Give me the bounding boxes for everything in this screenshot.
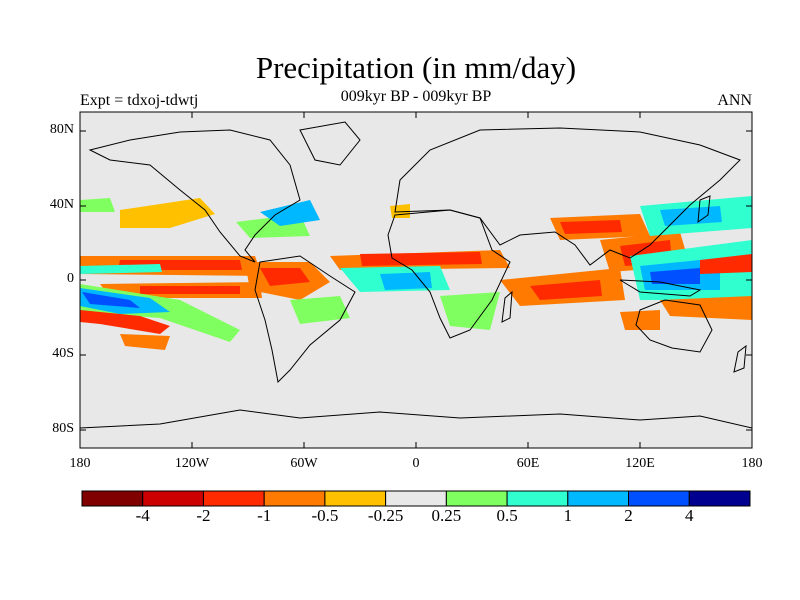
lon-label-0: 0 bbox=[412, 456, 420, 471]
lon-label-60w: 60W bbox=[290, 456, 318, 471]
colorbar-label: 2 bbox=[624, 506, 633, 525]
colorbar-swatch bbox=[81, 490, 144, 507]
colorbar-swatch bbox=[142, 490, 204, 507]
axis-ticks bbox=[80, 112, 752, 448]
figure-title: Precipitation (in mm/day) bbox=[255, 50, 577, 85]
coast-south-america bbox=[254, 255, 356, 384]
colorbar-label: 4 bbox=[685, 506, 694, 525]
field-amazon-core bbox=[260, 268, 310, 286]
field-spac-dry bbox=[80, 310, 170, 334]
lon-label-120w: 120W bbox=[174, 456, 210, 471]
colorbar-label: 0.25 bbox=[431, 506, 462, 525]
coast-north-america bbox=[88, 129, 301, 263]
figure-subtitle: 009kyr BP - 009kyr BP bbox=[340, 88, 492, 105]
field-s-africa bbox=[440, 292, 500, 330]
colorbar-label: -2 bbox=[196, 506, 211, 525]
coast-indonesia bbox=[619, 279, 702, 297]
colorbar bbox=[81, 490, 751, 507]
coast-eurasia bbox=[394, 127, 741, 266]
field-indian-core bbox=[530, 280, 602, 300]
lat-label-0: 0 bbox=[67, 271, 74, 286]
field-npac-sub bbox=[120, 198, 215, 228]
colorbar-swatch bbox=[445, 490, 508, 507]
field-sw-pac-dry bbox=[660, 296, 752, 320]
colorbar-swatch bbox=[385, 490, 447, 507]
lon-label-120e: 120E bbox=[625, 456, 655, 471]
colorbar-label: -0.25 bbox=[367, 506, 404, 525]
coast-africa bbox=[387, 209, 511, 339]
field-africa-itcz-core bbox=[360, 252, 482, 266]
lat-label-80s: 80S bbox=[52, 421, 74, 436]
field-npac-wet2 bbox=[80, 198, 115, 212]
colorbar-swatch bbox=[567, 490, 630, 507]
field-spcz-max bbox=[82, 292, 140, 308]
field-nw-pac-dry bbox=[700, 254, 752, 274]
coast-new-zealand bbox=[733, 344, 747, 373]
colorbar-label: -4 bbox=[135, 506, 150, 525]
lon-label-180e: 180 bbox=[741, 456, 763, 471]
colorbar-swatch bbox=[263, 490, 326, 507]
field-spac-dry2 bbox=[120, 334, 170, 350]
field-s-asia-core bbox=[560, 220, 622, 234]
colorbar-swatch bbox=[506, 490, 569, 507]
lat-label-40n: 40N bbox=[49, 197, 74, 212]
field-warm-pool-max bbox=[650, 268, 700, 284]
field-australia bbox=[620, 310, 660, 330]
season-label: ANN bbox=[717, 92, 752, 109]
colorbar-swatch bbox=[324, 490, 387, 507]
experiment-label: Expt = tdxoj-tdwtj bbox=[80, 92, 199, 109]
coastlines bbox=[80, 121, 752, 429]
lon-label-60e: 60E bbox=[516, 456, 540, 471]
colorbar-label: 0.5 bbox=[496, 506, 518, 525]
field-eqpac-dry-core bbox=[140, 286, 240, 294]
lon-label-180w: 180 bbox=[69, 456, 91, 471]
field-brazil-wet bbox=[290, 296, 350, 324]
colorbar-label: 1 bbox=[563, 506, 573, 525]
colorbar-label: -1 bbox=[257, 506, 272, 525]
field-e-china-core bbox=[660, 206, 722, 226]
colorbar-swatch bbox=[628, 490, 690, 507]
field-npac-wet bbox=[80, 264, 162, 274]
colorbar-swatch bbox=[688, 490, 751, 507]
coast-japan bbox=[697, 195, 711, 224]
precip-field bbox=[80, 196, 752, 350]
field-n-atlantic bbox=[260, 200, 320, 226]
field-w-med bbox=[390, 204, 410, 218]
coast-australia bbox=[635, 299, 713, 353]
coast-antarctica bbox=[80, 409, 752, 429]
colorbar-label: -0.5 bbox=[311, 506, 339, 525]
coast-greenland bbox=[299, 121, 361, 166]
field-guinea-wet-core bbox=[380, 272, 432, 290]
lat-label-40s: 40S bbox=[52, 346, 74, 361]
lat-label-80n: 80N bbox=[49, 122, 74, 137]
coast-madagascar bbox=[501, 290, 513, 323]
colorbar-swatch bbox=[202, 490, 265, 507]
